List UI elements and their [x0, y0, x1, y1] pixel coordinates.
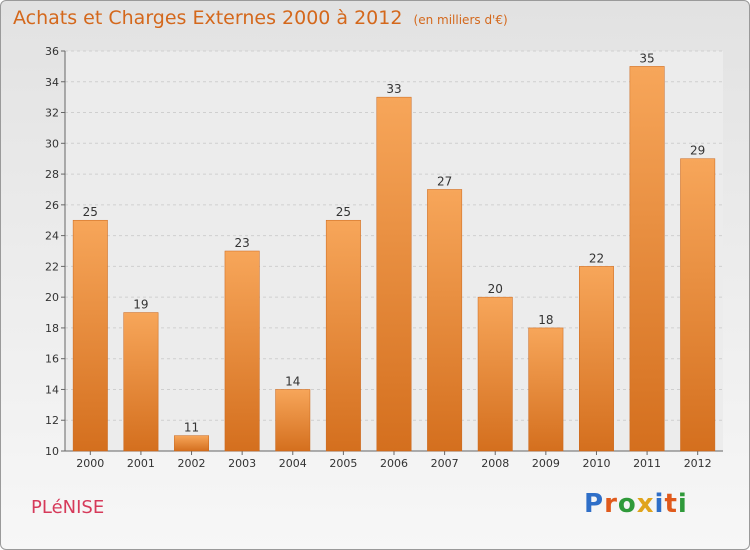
- proxiti-logo: Proxiti: [584, 489, 688, 519]
- bar-2002: [174, 435, 209, 452]
- value-label: 20: [488, 282, 503, 296]
- bar-2001: [123, 312, 159, 452]
- x-tick-label: 2006: [380, 457, 408, 470]
- logo-letter: i: [654, 489, 665, 519]
- x-tick-label: 2003: [228, 457, 256, 470]
- y-tick-label: 20: [45, 291, 59, 304]
- x-tick-label: 2010: [582, 457, 610, 470]
- bar-2005: [325, 219, 361, 452]
- bar-2008: [477, 296, 513, 452]
- logo-letter: r: [604, 489, 618, 519]
- x-tick-label: 2002: [178, 457, 206, 470]
- y-tick-label: 30: [45, 137, 59, 150]
- y-tick-label: 18: [45, 322, 59, 335]
- value-label: 35: [639, 51, 654, 65]
- bar-2012: [680, 158, 716, 452]
- y-tick-label: 12: [45, 414, 59, 427]
- value-label: 25: [336, 205, 351, 219]
- chart-subtitle: (en milliers d'€): [413, 13, 508, 27]
- bar-2004: [275, 389, 311, 452]
- bar-2009: [528, 327, 564, 452]
- y-tick-label: 16: [45, 353, 59, 366]
- x-tick-label: 2008: [481, 457, 509, 470]
- value-label: 19: [133, 298, 148, 312]
- bar-2000: [72, 219, 108, 452]
- x-tick-label: 2011: [633, 457, 661, 470]
- y-tick-label: 26: [45, 199, 59, 212]
- chart-header: Achats et Charges Externes 2000 à 2012 (…: [13, 7, 508, 29]
- value-label: 25: [83, 205, 98, 219]
- value-label: 27: [437, 174, 452, 188]
- bar-2010: [579, 266, 614, 452]
- logo-letter: i: [677, 489, 688, 519]
- bar-2011: [629, 66, 665, 452]
- y-tick-label: 22: [45, 260, 59, 273]
- logo-letter: o: [617, 489, 637, 519]
- bar-2007: [427, 189, 463, 452]
- value-label: 23: [235, 236, 250, 250]
- x-tick-label: 2009: [532, 457, 560, 470]
- x-tick-label: 2000: [76, 457, 104, 470]
- logo-letter: t: [664, 489, 678, 519]
- bar-2006: [376, 96, 412, 452]
- chart-title: Achats et Charges Externes 2000 à 2012: [13, 7, 403, 29]
- bars: [72, 66, 716, 452]
- commune-name: PLéNISE: [31, 497, 105, 518]
- x-tick-label: 2012: [684, 457, 712, 470]
- bar-2003: [224, 250, 260, 452]
- y-tick-label: 24: [45, 230, 59, 243]
- logo-letter: P: [584, 489, 605, 519]
- labels: 10 12 14 16 18 20 22 24 26 28 30 32 34 36 25 2000 19 2001…: [45, 45, 712, 470]
- x-tick-label: 2001: [127, 457, 155, 470]
- x-tick-label: 2007: [431, 457, 459, 470]
- value-label: 18: [538, 313, 553, 327]
- value-label: 22: [589, 251, 604, 265]
- value-label: 11: [184, 421, 199, 435]
- x-tick-label: 2004: [279, 457, 307, 470]
- y-tick-label: 34: [45, 76, 59, 89]
- x-tick-label: 2005: [329, 457, 357, 470]
- y-tick-label: 28: [45, 168, 59, 181]
- y-tick-label: 32: [45, 107, 59, 120]
- y-tick-label: 36: [45, 45, 59, 58]
- value-label: 14: [285, 374, 300, 388]
- value-label: 29: [690, 144, 705, 158]
- logo-letter: x: [636, 489, 655, 519]
- value-label: 33: [386, 82, 401, 96]
- y-tick-label: 10: [45, 445, 59, 458]
- y-tick-label: 14: [45, 383, 59, 396]
